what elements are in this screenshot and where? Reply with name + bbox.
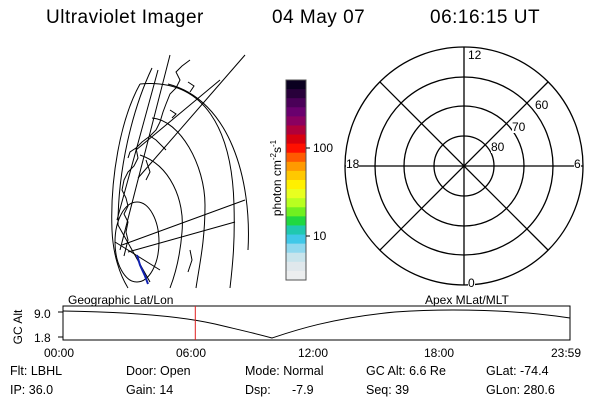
status-glat: GLat: -74.4 bbox=[486, 364, 549, 378]
status-mode: Mode: Normal bbox=[245, 364, 324, 378]
status-filter: Flt: LBHL bbox=[10, 364, 63, 378]
mlt-label-18: 18 bbox=[346, 157, 360, 171]
timeline-y-high: 9.0 bbox=[34, 307, 51, 321]
time-tick-0600: 06:00 bbox=[176, 346, 207, 360]
time-tick-2359: 23:59 bbox=[551, 346, 582, 360]
map-meridian-5 bbox=[127, 221, 236, 253]
mlat-label-80: 80 bbox=[491, 140, 505, 154]
mlat-label-70: 70 bbox=[512, 120, 526, 134]
colorbar-stripe bbox=[286, 161, 306, 172]
status-glon: GLon: 280.6 bbox=[486, 383, 555, 397]
map-meridian-6 bbox=[116, 69, 159, 221]
map-meridian-2 bbox=[135, 79, 221, 151]
colorbar-stripe bbox=[286, 216, 306, 227]
colorbar-stripe bbox=[286, 80, 306, 90]
time-tick-1800: 18:00 bbox=[424, 346, 455, 360]
status-ip: IP: 36.0 bbox=[10, 383, 54, 397]
timeline-y-low: 1.8 bbox=[34, 331, 51, 345]
colorbar-stripe bbox=[286, 198, 306, 208]
map-limb-outer bbox=[139, 83, 235, 289]
colorbar-stripe bbox=[286, 125, 306, 136]
timeline-left-title: Geographic Lat/Lon bbox=[68, 293, 174, 307]
map-meridian-4 bbox=[121, 199, 246, 246]
altitude-curve bbox=[62, 309, 571, 339]
status-dsp-value: -7.9 bbox=[292, 383, 314, 397]
mlt-label-6: 6 bbox=[574, 157, 581, 171]
colorbar-stripe bbox=[286, 89, 306, 99]
colorbar-label-100: 100 bbox=[313, 141, 334, 155]
colorbar-stripe bbox=[286, 98, 306, 108]
date-label: 04 May 07 bbox=[272, 7, 366, 28]
colorbar-stripe bbox=[286, 170, 306, 181]
colorbar-stripe bbox=[286, 134, 306, 145]
time-tick-1200: 12:00 bbox=[298, 346, 329, 360]
map-boundary-left bbox=[111, 83, 141, 289]
colorbar-stripe bbox=[286, 107, 306, 117]
map-coastline bbox=[121, 59, 191, 257]
timeline-frame bbox=[62, 305, 571, 341]
colorbar-stripe bbox=[286, 189, 306, 199]
colorbar-stripe bbox=[286, 252, 306, 263]
colorbar-stripe bbox=[286, 116, 306, 127]
polar-diagonal-2 bbox=[379, 81, 549, 251]
mlt-label-12: 12 bbox=[468, 48, 482, 62]
colorbar-label-10: 10 bbox=[313, 229, 327, 243]
status-gain: Gain: 14 bbox=[126, 383, 174, 397]
colorbar-stripe bbox=[286, 261, 306, 272]
status-seq: Seq: 39 bbox=[366, 383, 410, 397]
status-dsp-label: Dsp: bbox=[245, 383, 271, 397]
colorbar-stripe bbox=[286, 143, 306, 154]
status-gc-alt: GC Alt: 6.6 Re bbox=[366, 364, 446, 378]
time-label: 06:16:15 UT bbox=[430, 7, 541, 28]
map-arc-inner bbox=[139, 154, 183, 289]
time-tick-0000: 00:00 bbox=[44, 346, 75, 360]
map-meridian-3 bbox=[119, 54, 171, 251]
colorbar-stripe bbox=[286, 152, 306, 163]
map-boundary-left-2 bbox=[117, 67, 153, 226]
status-door: Door: Open bbox=[126, 364, 191, 378]
instrument-title: Ultraviolet Imager bbox=[46, 7, 204, 28]
satellite-track bbox=[136, 254, 149, 285]
colorbar-stripe bbox=[286, 270, 306, 281]
colorbar-stripe bbox=[286, 207, 306, 217]
colorbar-stripe bbox=[286, 243, 306, 254]
mlat-label-60: 60 bbox=[535, 98, 549, 112]
colorbar-stripe bbox=[286, 234, 306, 245]
map-arc-outer-right bbox=[167, 83, 249, 251]
timeline-right-title: Apex MLat/MLT bbox=[425, 293, 509, 307]
map-meridian-1 bbox=[137, 54, 246, 179]
map-arc-middle bbox=[151, 117, 206, 289]
mlt-label-0: 0 bbox=[468, 276, 475, 290]
colorbar-stripe bbox=[286, 180, 306, 190]
colorbar-stripe bbox=[286, 225, 306, 236]
